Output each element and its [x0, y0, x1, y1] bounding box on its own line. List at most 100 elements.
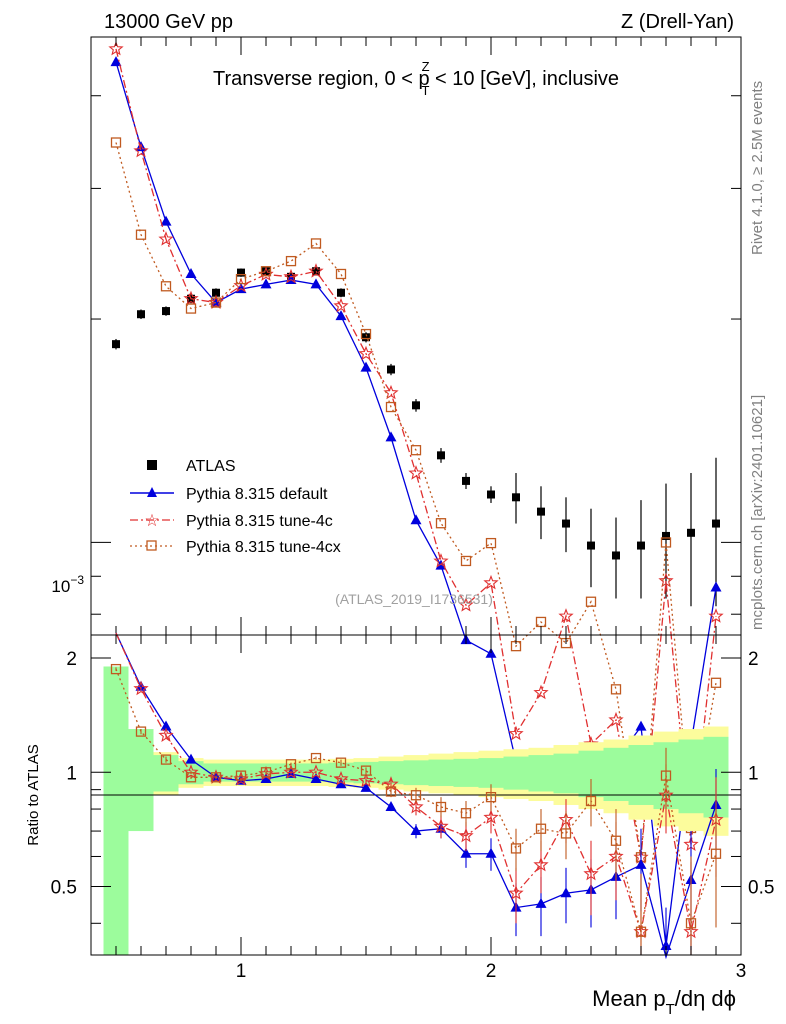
series-marker-ratio-1 — [583, 865, 599, 881]
data-point — [237, 268, 245, 277]
series-marker-main-1 — [283, 268, 299, 284]
series-marker-main-0 — [335, 310, 347, 321]
series-marker-ratio-0 — [260, 773, 272, 784]
series-marker-ratio-1 — [508, 885, 524, 900]
series-marker-ratio-2 — [560, 828, 572, 839]
data-point — [137, 310, 145, 319]
legend: ATLAS Pythia 8.315 default ☆ Pythia 8.31… — [130, 458, 341, 556]
data-point — [162, 307, 170, 316]
series-line-main-1 — [115, 48, 717, 858]
ratio-band-stat — [503, 756, 529, 790]
data-point — [712, 519, 720, 528]
series-marker-ratio-0 — [185, 753, 197, 764]
series-marker-main-2 — [210, 297, 222, 308]
ratio-band-stat — [453, 758, 479, 787]
series-marker-main-2 — [260, 266, 272, 277]
series-marker-ratio-0 — [635, 858, 647, 869]
series-marker-main-2 — [610, 684, 622, 695]
data-point — [437, 451, 445, 460]
series-marker-ratio-2 — [235, 770, 247, 781]
data-point — [512, 493, 520, 502]
series-marker-ratio-2 — [460, 808, 472, 819]
series-marker-ratio-0 — [460, 847, 472, 858]
series-marker-main-1 — [433, 553, 449, 568]
x-tick-label: 1 — [236, 961, 247, 982]
legend-marker-4cx — [146, 540, 157, 551]
series-marker-main-2 — [360, 328, 372, 340]
series-marker-main-1 — [658, 572, 674, 588]
series-marker-main-2 — [310, 238, 322, 249]
data-point — [687, 528, 695, 537]
data-point — [362, 333, 370, 342]
series-marker-main-2 — [485, 537, 497, 549]
legend-marker-default — [147, 487, 157, 497]
data-point — [537, 507, 545, 516]
series-marker-main-1 — [108, 40, 124, 56]
rivet-label: Rivet 4.1.0, ≥ 2.5M events — [749, 81, 766, 255]
series-marker-main-1 — [358, 345, 374, 361]
ratio-ylabel: Ratio to ATLAS — [25, 744, 42, 845]
data-point — [612, 551, 620, 560]
series-marker-ratio-1 — [283, 764, 299, 779]
legend-marker-4c: ☆ — [144, 511, 159, 530]
series-marker-main-2 — [185, 303, 197, 314]
series-marker-ratio-1 — [433, 818, 449, 833]
ratio-band-stat — [128, 729, 154, 832]
series-marker-ratio-1 — [308, 764, 324, 779]
series-marker-main-0 — [710, 581, 722, 592]
series-marker-main-2 — [585, 596, 597, 607]
analysis-id: (ATLAS_2019_I1736531) — [335, 591, 493, 607]
series-marker-main-2 — [710, 677, 722, 688]
series-marker-ratio-2 — [160, 754, 172, 765]
series-marker-ratio-0 — [335, 778, 347, 789]
series-marker-ratio-2 — [710, 848, 722, 859]
series-marker-ratio-2 — [635, 926, 647, 937]
series-marker-main-0 — [635, 720, 647, 731]
series-marker-main-0 — [410, 514, 422, 525]
data-point — [262, 267, 270, 276]
series-marker-ratio-2 — [585, 795, 597, 807]
series-marker-main-1 — [558, 608, 574, 623]
series-marker-main-0 — [160, 215, 172, 226]
data-point — [662, 531, 670, 540]
series-marker-ratio-2 — [385, 786, 397, 797]
legend-label-default: Pythia 8.315 default — [186, 486, 328, 503]
ratio-band-stat — [603, 747, 629, 802]
series-marker-main-0 — [385, 431, 397, 442]
series-marker-ratio-1 — [533, 856, 549, 872]
series-marker-ratio-2 — [260, 767, 272, 778]
series-marker-ratio-0 — [535, 897, 547, 908]
ratio-band-stat — [528, 755, 554, 792]
series-marker-ratio-0 — [560, 887, 572, 898]
series-marker-ratio-2 — [610, 835, 622, 846]
series-marker-ratio-2 — [335, 757, 347, 768]
series-marker-ratio-1 — [458, 827, 474, 843]
legend-label-4cx: Pythia 8.315 tune-4cx — [186, 539, 341, 556]
ratio-tick-label: 2 — [66, 649, 77, 670]
series-marker-ratio-2 — [210, 772, 222, 783]
series-marker-main-2 — [285, 255, 297, 267]
series-marker-ratio-1 — [158, 727, 174, 743]
data-point — [112, 340, 120, 349]
series-marker-ratio-2 — [135, 726, 147, 737]
series-marker-main-2 — [160, 281, 172, 292]
series-marker-main-0 — [185, 267, 197, 278]
series-marker-ratio-2 — [110, 663, 122, 675]
series-marker-ratio-2 — [660, 770, 672, 781]
series-marker-main-1 — [708, 608, 724, 623]
series-marker-main-1 — [333, 297, 349, 313]
ratio-band-stat — [678, 739, 704, 814]
series-marker-main-2 — [435, 518, 447, 529]
ratio-panel: 1 2 3 0.5 0.5 1 1 2 2 Ratio to ATLAS — [25, 632, 774, 982]
series-marker-ratio-1 — [333, 770, 349, 786]
ratio-band-stat — [553, 753, 579, 794]
series-marker-ratio-0 — [385, 801, 397, 812]
ratio-band-stat — [428, 759, 454, 787]
series-marker-main-2 — [135, 229, 147, 240]
header-right: Z (Drell-Yan) — [621, 11, 734, 33]
series-marker-ratio-2 — [435, 801, 447, 813]
legend-label-4c: Pythia 8.315 tune-4c — [186, 513, 333, 530]
ratio-band-stat — [403, 760, 429, 786]
data-point — [212, 288, 220, 297]
series-marker-main-1 — [133, 142, 149, 158]
